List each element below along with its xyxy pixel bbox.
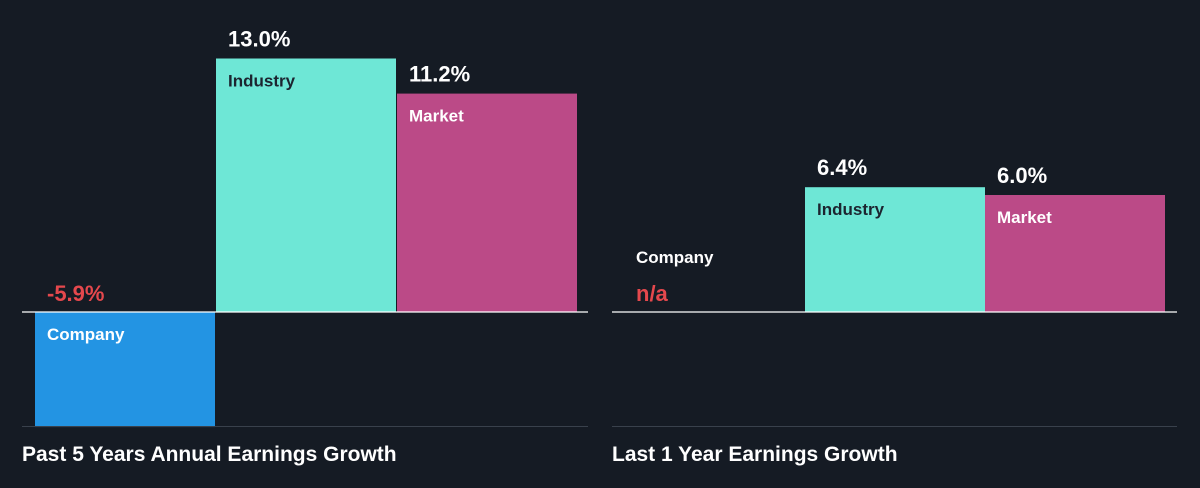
chart-title-5yr: Past 5 Years Annual Earnings Growth — [22, 443, 397, 466]
bar-chart-5yr: -5.9% Company 13.0% Industry 11.2% Market — [22, 27, 588, 428]
value-label-company-5yr: -5.9% — [47, 281, 104, 306]
category-label-industry-1yr: Industry — [817, 200, 885, 219]
bar-market-5yr — [397, 93, 577, 312]
category-label-company-1yr: Company — [636, 248, 714, 267]
value-label-market-5yr: 11.2% — [409, 62, 470, 87]
bar-industry-5yr — [216, 58, 396, 312]
category-label-market-5yr: Market — [409, 107, 464, 126]
value-label-market-1yr: 6.0% — [997, 163, 1047, 188]
bar-chart-1yr: Company n/a 6.4% Industry 6.0% Market — [612, 155, 1177, 427]
chart-panel-5yr: -5.9% Company 13.0% Industry 11.2% Market Pas… — [22, 27, 588, 466]
value-label-industry-1yr: 6.4% — [817, 155, 867, 180]
chart-panel-1yr: Company n/a 6.4% Industry 6.0% Market Last 1 … — [600, 0, 1200, 488]
value-label-industry-5yr: 13.0% — [228, 27, 290, 52]
value-label-company-1yr: n/a — [636, 281, 669, 306]
bar-market-1yr — [985, 195, 1165, 312]
category-label-company-5yr: Company — [47, 325, 125, 344]
category-label-market-1yr: Market — [997, 208, 1052, 227]
chart-title-1yr: Last 1 Year Earnings Growth — [612, 443, 898, 466]
bar-company-5yr — [35, 312, 215, 428]
category-label-industry-5yr: Industry — [228, 72, 296, 91]
bar-industry-1yr — [805, 187, 985, 312]
